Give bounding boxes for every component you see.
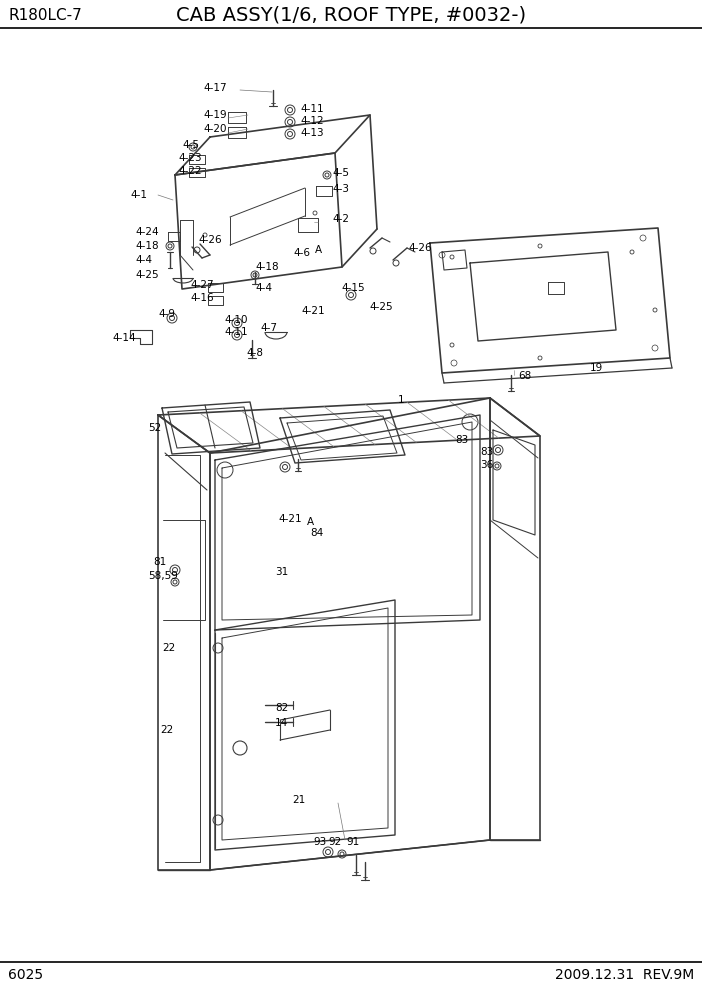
Text: 52: 52 xyxy=(148,423,161,433)
Text: 1: 1 xyxy=(398,395,404,405)
Text: 93: 93 xyxy=(313,837,326,847)
Text: 2009.12.31  REV.9M: 2009.12.31 REV.9M xyxy=(555,968,694,982)
Text: 83: 83 xyxy=(480,447,494,457)
Text: 84: 84 xyxy=(310,528,323,538)
Text: 4-9: 4-9 xyxy=(158,309,175,319)
Text: 4-24: 4-24 xyxy=(135,227,159,237)
Text: 4-2: 4-2 xyxy=(332,214,349,224)
Text: 58,59: 58,59 xyxy=(148,571,178,581)
Text: A: A xyxy=(307,517,314,527)
Text: 4-8: 4-8 xyxy=(246,348,263,358)
Text: 4-11: 4-11 xyxy=(224,327,248,337)
Text: 4-19: 4-19 xyxy=(203,110,227,120)
Text: 92: 92 xyxy=(328,837,341,847)
Text: 4-25: 4-25 xyxy=(369,302,392,312)
Text: 4-3: 4-3 xyxy=(332,184,349,194)
Text: 22: 22 xyxy=(160,725,173,735)
Text: 6025: 6025 xyxy=(8,968,43,982)
Text: CAB ASSY(1/6, ROOF TYPE, #0032-): CAB ASSY(1/6, ROOF TYPE, #0032-) xyxy=(176,6,526,25)
Text: 4-7: 4-7 xyxy=(260,323,277,333)
Text: 4-11: 4-11 xyxy=(300,104,324,114)
Text: 4-17: 4-17 xyxy=(203,83,227,93)
Text: 83: 83 xyxy=(455,435,468,445)
Text: 82: 82 xyxy=(275,703,289,713)
Text: 19: 19 xyxy=(590,363,603,373)
Text: 4-26: 4-26 xyxy=(198,235,222,245)
Text: 4-5: 4-5 xyxy=(182,140,199,150)
Text: 4-1: 4-1 xyxy=(130,190,147,200)
Text: 68: 68 xyxy=(518,371,531,381)
Text: 4-22: 4-22 xyxy=(178,166,201,176)
Text: 4-12: 4-12 xyxy=(300,116,324,126)
Text: 4-20: 4-20 xyxy=(203,124,227,134)
Text: 4-18: 4-18 xyxy=(135,241,159,251)
Text: 4-4: 4-4 xyxy=(135,255,152,265)
Text: 4-27: 4-27 xyxy=(190,280,213,290)
Text: 91: 91 xyxy=(346,837,359,847)
Text: 4-10: 4-10 xyxy=(224,315,248,325)
Text: 14: 14 xyxy=(275,718,289,728)
Text: 31: 31 xyxy=(275,567,289,577)
Text: A: A xyxy=(315,245,322,255)
Text: 4-23: 4-23 xyxy=(178,153,201,163)
Text: 4-16: 4-16 xyxy=(190,293,213,303)
Text: 4-21: 4-21 xyxy=(301,306,324,316)
Text: R180LC-7: R180LC-7 xyxy=(8,8,81,23)
Text: 22: 22 xyxy=(162,643,176,653)
Text: 4-15: 4-15 xyxy=(341,283,364,293)
Text: 4-13: 4-13 xyxy=(300,128,324,138)
Text: 81: 81 xyxy=(153,557,166,567)
Text: 4-21: 4-21 xyxy=(278,514,302,524)
Text: 4-26: 4-26 xyxy=(408,243,432,253)
Text: 4-14: 4-14 xyxy=(112,333,135,343)
Text: 21: 21 xyxy=(292,795,305,805)
Text: 4-18: 4-18 xyxy=(255,262,279,272)
Text: 4-4: 4-4 xyxy=(255,283,272,293)
Text: 4-25: 4-25 xyxy=(135,270,159,280)
Text: 4-6: 4-6 xyxy=(293,248,310,258)
Text: 36: 36 xyxy=(480,460,494,470)
Text: 4-5: 4-5 xyxy=(332,168,349,178)
